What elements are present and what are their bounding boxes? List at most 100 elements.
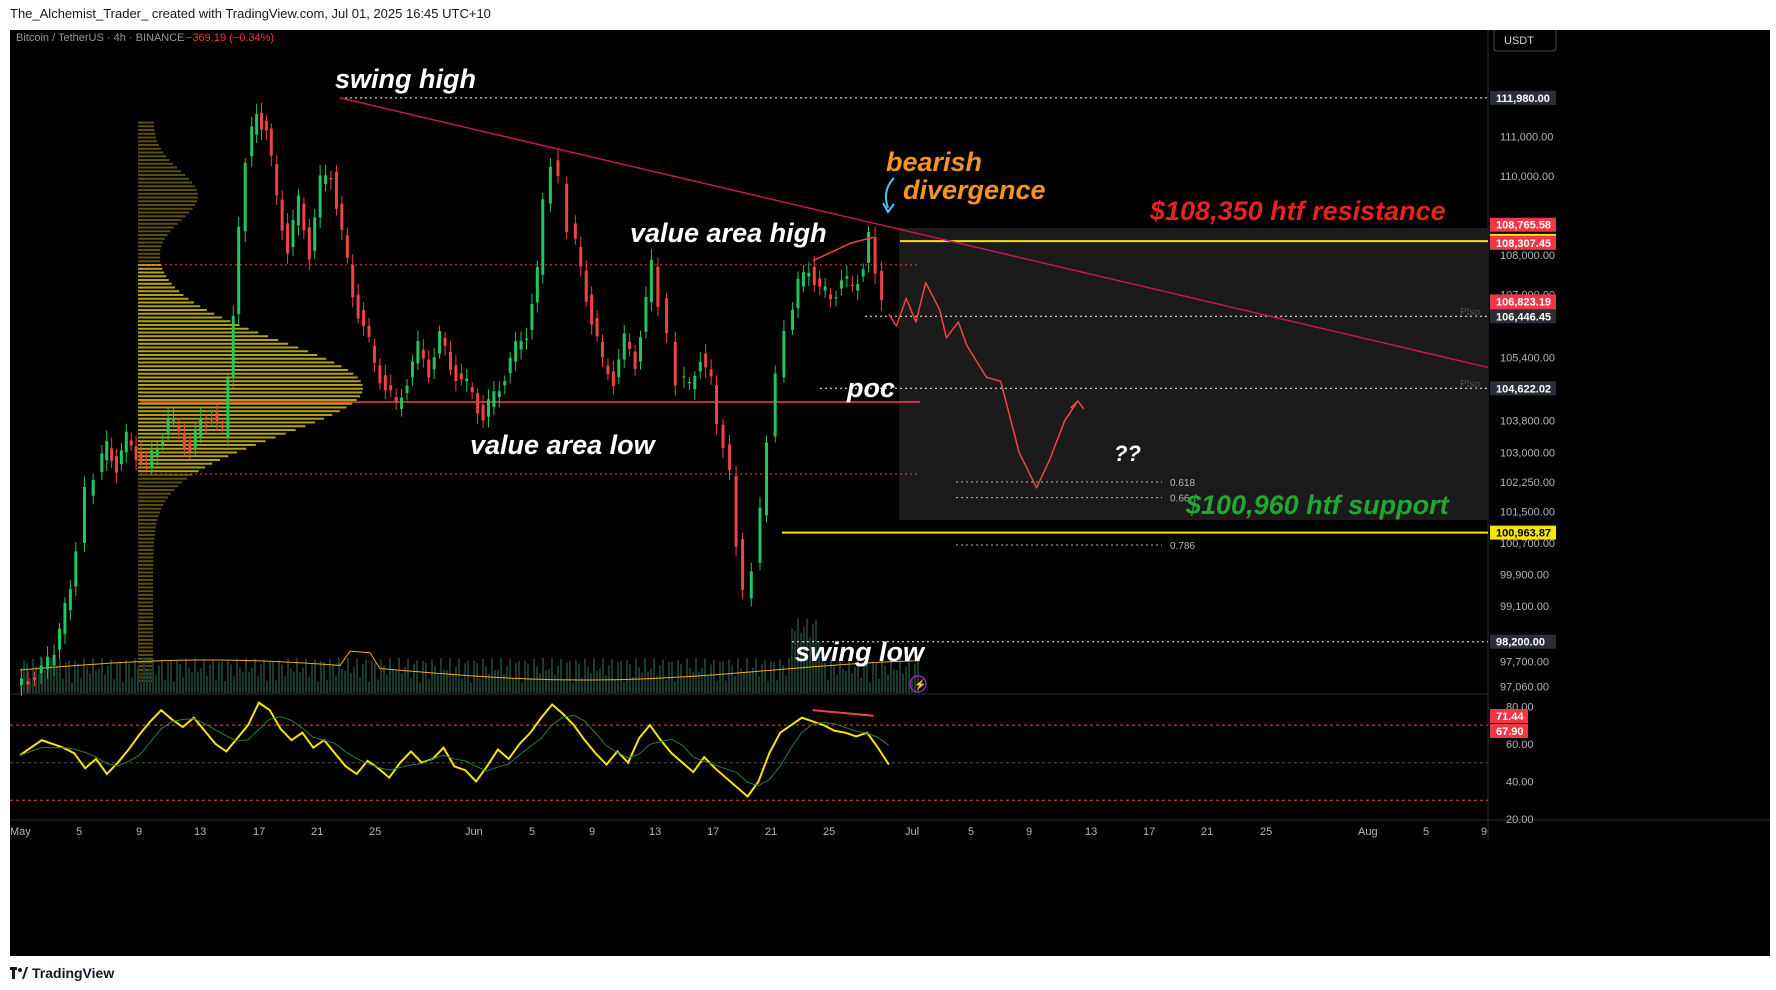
volume-bar <box>845 670 847 693</box>
volume-bar <box>434 665 436 693</box>
volume-bar <box>53 674 55 693</box>
volume-bar <box>902 673 904 693</box>
volume-bar <box>824 662 826 693</box>
volume-bar <box>383 665 385 693</box>
volume-bar <box>839 658 841 693</box>
volume-bar <box>791 628 793 693</box>
candle-body <box>606 365 610 375</box>
candle-body <box>796 278 800 309</box>
candle-body <box>850 284 854 287</box>
volume-bar <box>140 672 142 693</box>
price-divergence-line <box>812 236 874 262</box>
candle-body <box>807 272 811 277</box>
volume-bar <box>404 666 406 693</box>
profile-bar <box>138 196 198 199</box>
price-tick: 97,700.00 <box>1500 656 1549 668</box>
divergence-label: divergence <box>903 175 1046 205</box>
profile-bar <box>138 125 154 128</box>
candle-body <box>492 391 496 407</box>
volume-bar <box>857 658 859 693</box>
profile-bar <box>138 582 154 585</box>
descending-trendline <box>339 97 1489 369</box>
volume-bar <box>47 669 49 693</box>
candle-body <box>530 304 534 330</box>
profile-bar <box>138 346 299 349</box>
volume-bar <box>104 674 106 693</box>
volume-bar <box>41 658 43 693</box>
volume-bar <box>50 658 52 693</box>
volume-bar <box>533 658 535 693</box>
profile-bar <box>138 653 154 656</box>
candle-body <box>427 359 431 378</box>
volume-bar <box>314 659 316 693</box>
time-tick: 25 <box>1260 826 1272 838</box>
candle-body <box>139 452 143 464</box>
profile-bar <box>138 140 158 143</box>
volume-bar <box>530 677 532 693</box>
rsi-tag <box>1490 724 1528 738</box>
profile-bar <box>138 492 171 495</box>
profile-bar <box>138 267 163 270</box>
volume-bar <box>260 664 262 693</box>
volume-bar <box>815 620 817 693</box>
volume-bar <box>185 658 187 693</box>
profile-bar <box>138 545 154 548</box>
chart-svg[interactable]: Pfsp Pfsp 0.618 0.66 0.786 Bitcoin / Tether… <box>10 28 1770 956</box>
volume-bar <box>452 673 454 693</box>
volume-bar <box>68 660 70 693</box>
profile-bar <box>138 668 153 671</box>
volume-bar <box>245 658 247 693</box>
candle-body <box>764 442 768 516</box>
alert-bolt-icon[interactable] <box>909 675 927 693</box>
question-label: ?? <box>1114 441 1141 466</box>
profile-bar <box>138 234 168 237</box>
volume-bar <box>554 674 556 693</box>
profile-bar <box>138 361 335 364</box>
profile-bar <box>138 455 229 458</box>
volume-bar <box>215 680 217 693</box>
volume-bar <box>422 660 424 693</box>
candle-body <box>548 166 552 204</box>
volume-bar <box>482 658 484 693</box>
candle-body <box>565 183 569 233</box>
volume-bar <box>272 661 274 693</box>
volume-bar <box>74 660 76 693</box>
volume-bar <box>209 664 211 693</box>
volume-bar <box>269 661 271 693</box>
candle-body <box>134 446 138 461</box>
candle-body <box>818 278 822 287</box>
price-axis[interactable]: 113,600.00111,000.00110,000.00108,000.00… <box>1490 29 1556 694</box>
time-tick: 13 <box>194 826 206 838</box>
volume-bar <box>473 660 475 693</box>
vah-label: value area high <box>630 218 827 248</box>
candle-body <box>275 164 279 196</box>
volume-bar <box>746 658 748 693</box>
candle-body <box>617 359 621 378</box>
volume-bar <box>347 658 349 693</box>
volume-bar <box>110 659 112 693</box>
volume-bar <box>743 671 745 693</box>
volume-bar <box>152 658 154 693</box>
volume-bar <box>653 658 655 693</box>
fib-label: 0.786 <box>1170 541 1195 552</box>
profile-bar <box>138 301 194 304</box>
candle-body <box>231 315 235 378</box>
volume-bar <box>329 659 331 693</box>
volume-bar <box>503 674 505 693</box>
profile-bar <box>138 563 154 566</box>
candle-body <box>52 654 56 666</box>
level-lines: Pfsp Pfsp <box>140 97 1488 643</box>
volume-bar <box>254 658 256 693</box>
time-axis[interactable]: May 5 9 13 17 21 25 Jun 5 9 13 17 21 25 Jul 5 9 13 17 21 25 A… <box>10 826 1487 838</box>
candle-body <box>243 162 247 232</box>
volume-bar <box>908 658 910 693</box>
volume-bar <box>266 680 268 693</box>
price-tag <box>1490 309 1556 324</box>
profile-bar <box>138 620 154 623</box>
volume-bar <box>650 668 652 693</box>
time-tick: 5 <box>529 826 535 838</box>
time-tick: 9 <box>589 826 595 838</box>
profile-bar <box>138 264 162 267</box>
volume-bar <box>506 665 508 693</box>
volume-bar <box>548 669 550 693</box>
